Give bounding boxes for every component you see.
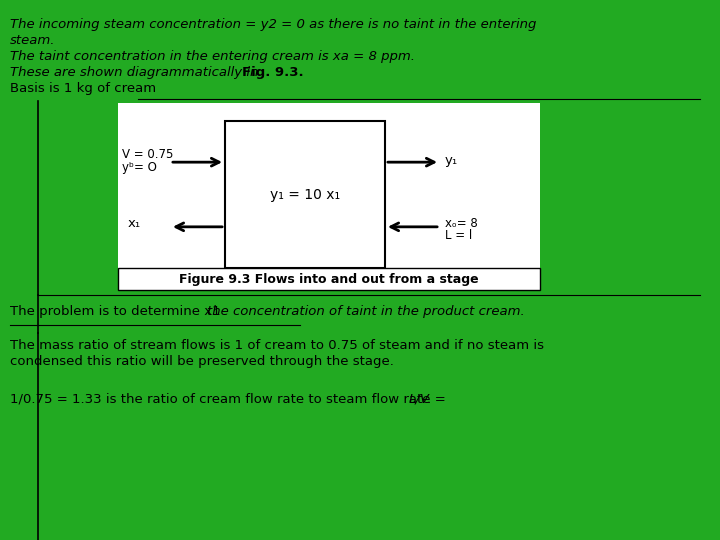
Text: the concentration of taint in the product cream.: the concentration of taint in the produc…	[207, 305, 525, 318]
Text: y₁: y₁	[445, 154, 458, 167]
Text: Figure 9.3 Flows into and out from a stage: Figure 9.3 Flows into and out from a sta…	[179, 273, 479, 286]
Text: These are shown diagrammatically in: These are shown diagrammatically in	[10, 66, 263, 79]
Bar	[118, 103, 540, 290]
Bar	[225, 121, 385, 268]
Text: xₒ= 8: xₒ= 8	[445, 217, 478, 230]
Text: The taint concentration in the entering cream is xa = 8 ppm.: The taint concentration in the entering …	[10, 50, 415, 63]
Text: y₁ = 10 x₁: y₁ = 10 x₁	[270, 187, 340, 201]
Text: x₁: x₁	[128, 217, 141, 231]
Text: The problem is to determine x1: The problem is to determine x1	[10, 305, 225, 318]
Text: The incoming steam concentration = y2 = 0 as there is no taint in the entering: The incoming steam concentration = y2 = …	[10, 18, 536, 31]
Text: V = 0.75: V = 0.75	[122, 148, 174, 161]
Text: 1/0.75 = 1.33 is the ratio of cream flow rate to steam flow rate =: 1/0.75 = 1.33 is the ratio of cream flow…	[10, 393, 450, 406]
Text: Fig. 9.3.: Fig. 9.3.	[242, 66, 304, 79]
Text: steam.: steam.	[10, 34, 55, 47]
Text: yᵇ= O: yᵇ= O	[122, 161, 157, 174]
Text: L/V.: L/V.	[409, 393, 433, 406]
Text: Basis is 1 kg of cream: Basis is 1 kg of cream	[10, 82, 156, 95]
Bar	[118, 268, 540, 290]
Text: L = l: L = l	[445, 229, 472, 242]
Text: The mass ratio of stream flows is 1 of cream to 0.75 of steam and if no steam is: The mass ratio of stream flows is 1 of c…	[10, 339, 544, 352]
Text: condensed this ratio will be preserved through the stage.: condensed this ratio will be preserved t…	[10, 355, 394, 368]
